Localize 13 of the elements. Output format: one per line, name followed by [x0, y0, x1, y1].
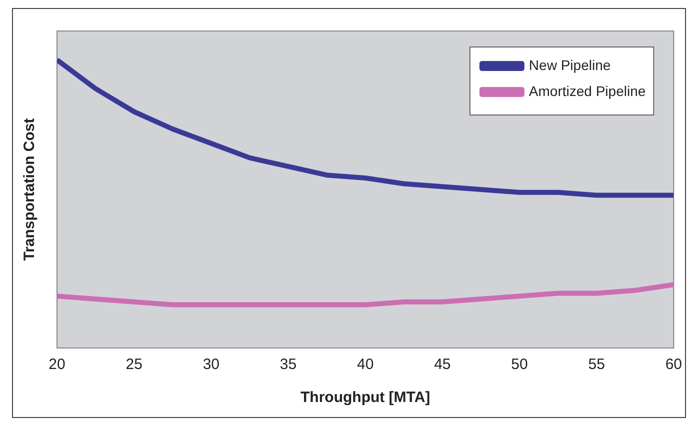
- x-tick-label: 50: [511, 356, 528, 374]
- legend-label: Amortized Pipeline: [528, 82, 646, 99]
- x-tick-label: 40: [356, 356, 374, 374]
- x-tick-label: 55: [588, 356, 605, 374]
- x-tick-label: 60: [665, 356, 682, 374]
- x-tick-label: 35: [280, 356, 297, 374]
- x-tick-label: 20: [48, 356, 66, 374]
- y-axis-title: Transportation Cost: [21, 118, 38, 261]
- x-tick-label: 25: [126, 356, 142, 374]
- x-tick-label: 45: [434, 356, 451, 374]
- legend-label: New Pipeline: [528, 56, 611, 73]
- x-axis-title: Throughput [MTA]: [300, 389, 430, 406]
- x-tick-label: 30: [202, 356, 220, 374]
